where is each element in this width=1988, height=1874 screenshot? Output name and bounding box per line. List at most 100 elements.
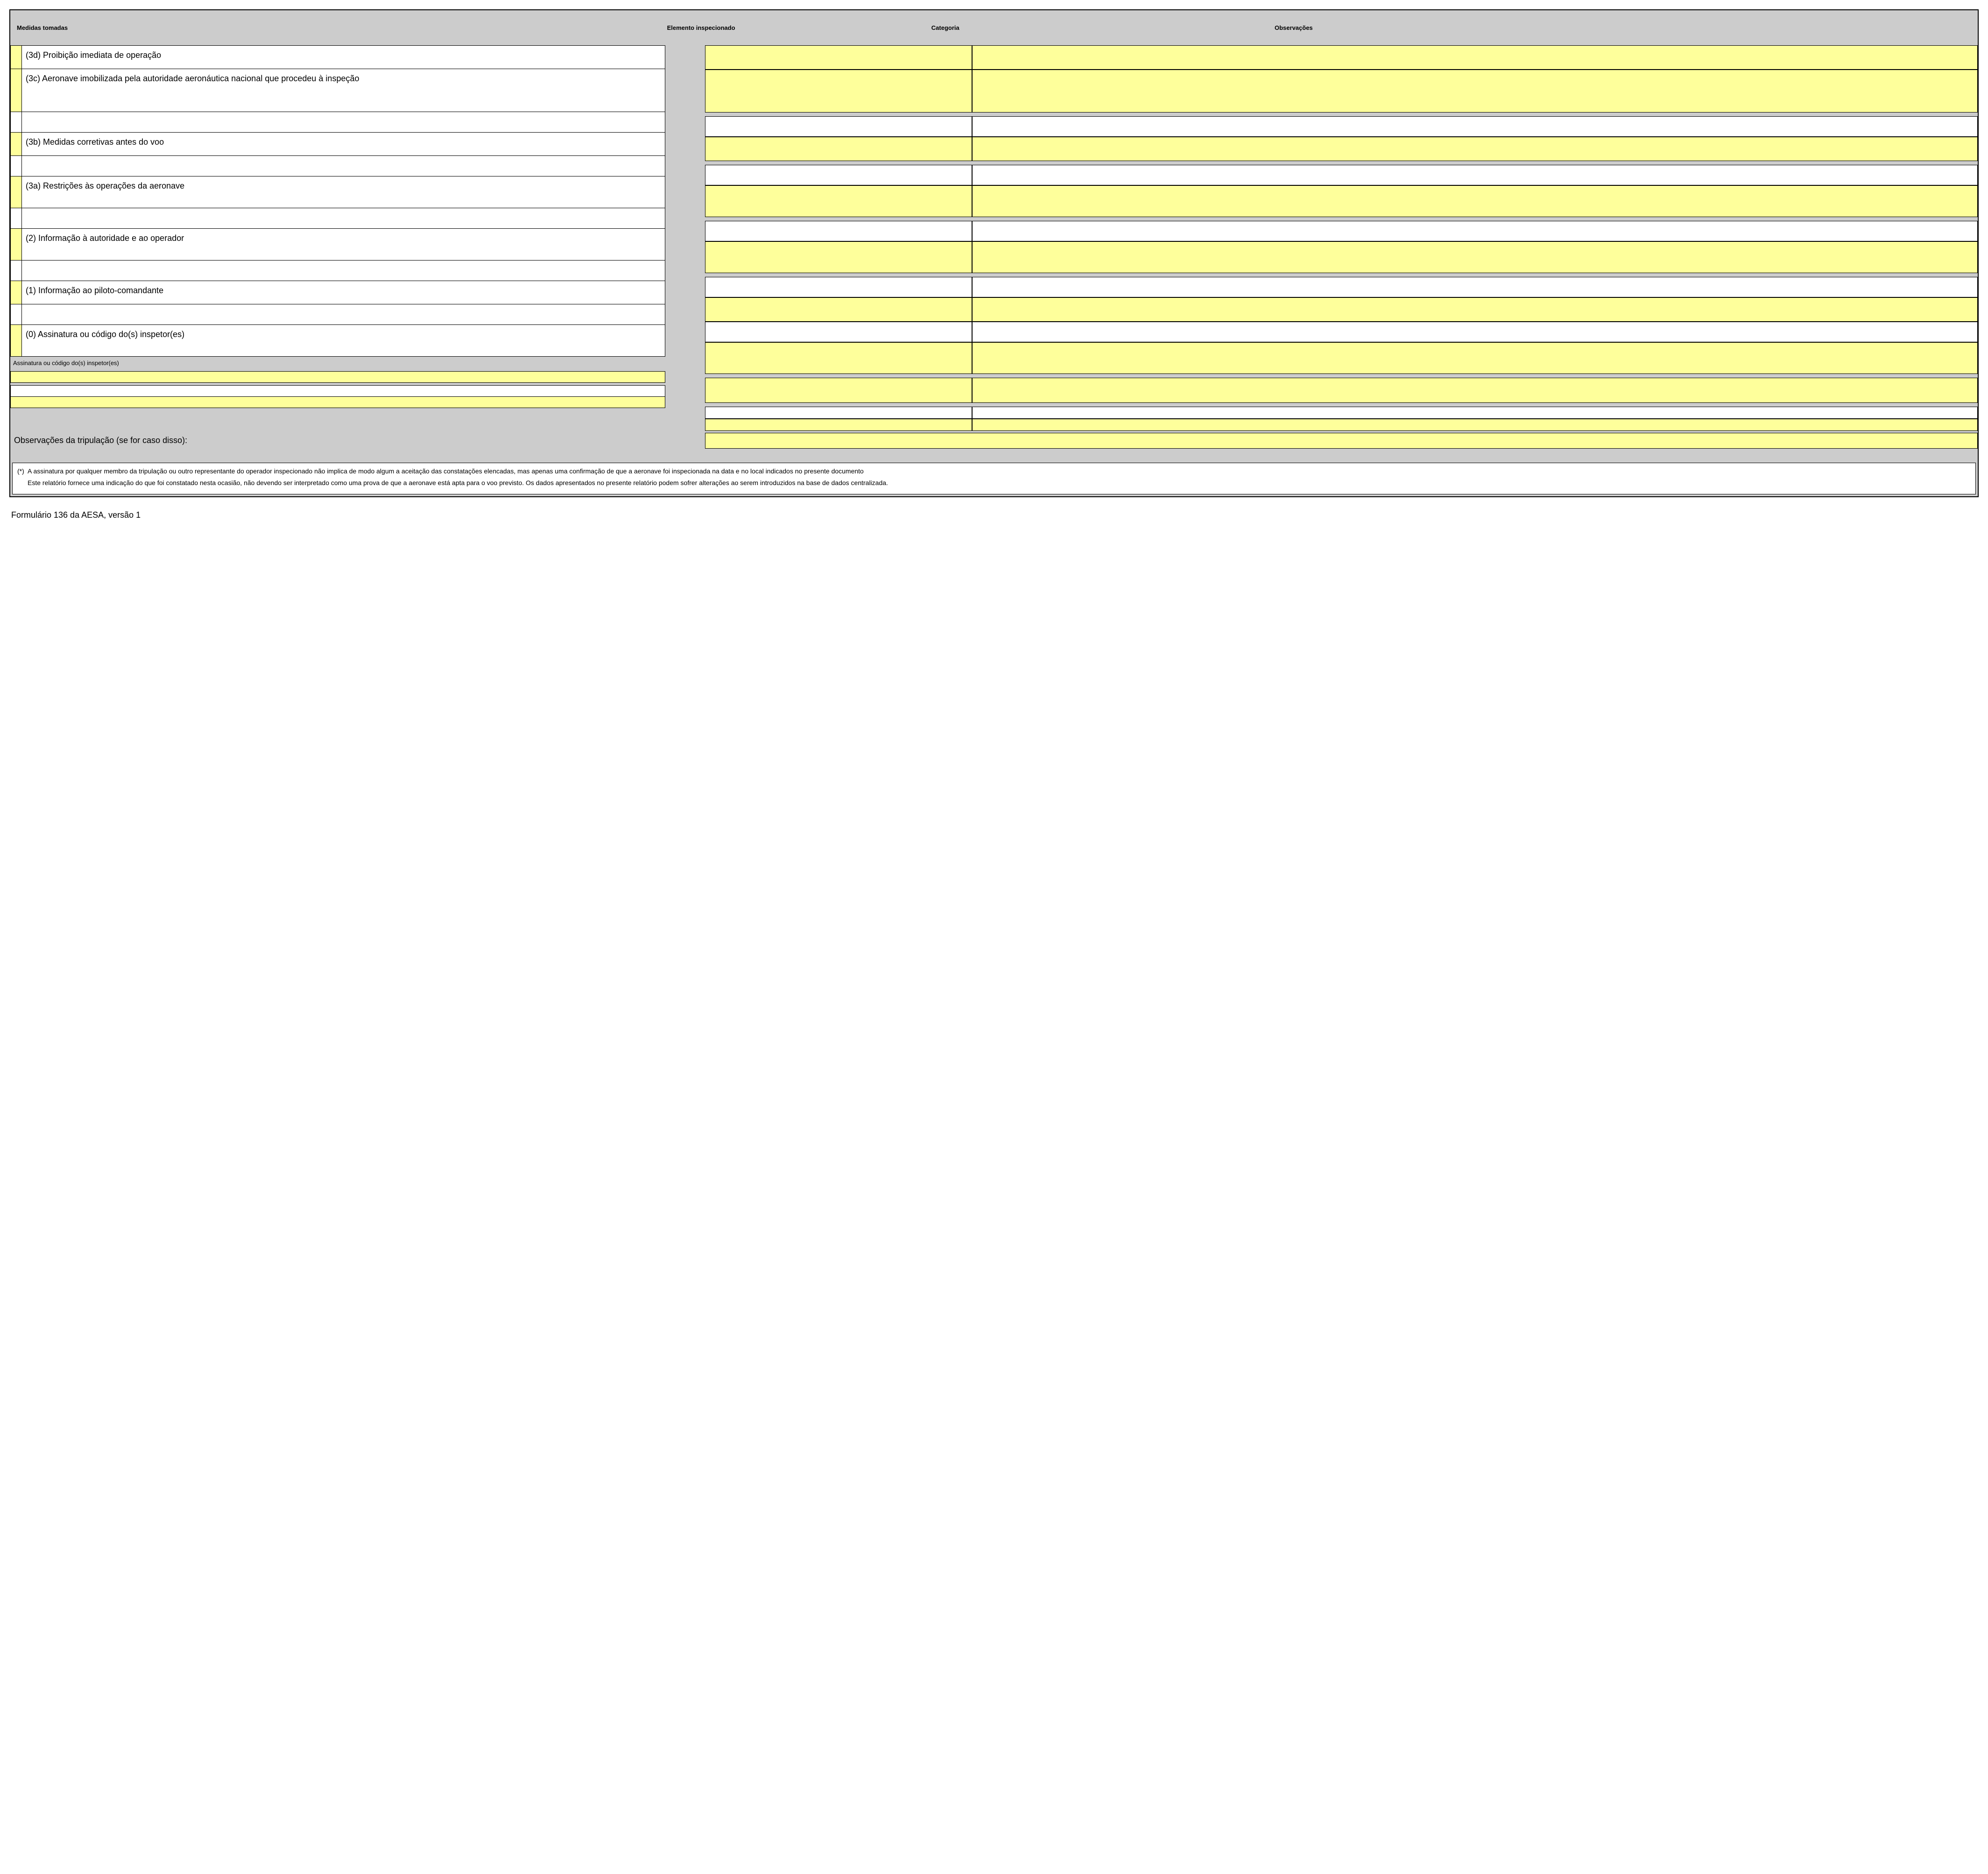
signature-slots bbox=[10, 371, 665, 408]
medidas-label: (2) Informação à autoridade e ao operado… bbox=[22, 229, 665, 261]
categoria-obs-cell[interactable] bbox=[972, 116, 1978, 137]
inspection-row bbox=[705, 185, 1978, 217]
elemento-cell[interactable] bbox=[705, 297, 973, 322]
medidas-checkbox[interactable] bbox=[11, 281, 22, 304]
inspection-row bbox=[705, 322, 1978, 342]
inspection-row bbox=[705, 241, 1978, 273]
header-categoria: Categoria bbox=[931, 24, 1186, 31]
medidas-label bbox=[22, 304, 665, 325]
elemento-cell[interactable] bbox=[705, 185, 973, 217]
signature-slot[interactable] bbox=[11, 372, 665, 383]
medidas-row: (2) Informação à autoridade e ao operado… bbox=[11, 229, 665, 261]
medidas-label bbox=[22, 261, 665, 281]
medidas-row: (3d) Proibição imediata de operação bbox=[11, 46, 665, 69]
medidas-checkbox[interactable] bbox=[11, 304, 22, 325]
medidas-row: (1) Informação ao piloto-comandante bbox=[11, 281, 665, 304]
medidas-checkbox[interactable] bbox=[11, 112, 22, 133]
categoria-obs-cell[interactable] bbox=[972, 185, 1978, 217]
elemento-cell[interactable] bbox=[705, 277, 973, 297]
inspection-row bbox=[705, 277, 1978, 297]
header-observacoes: Observações bbox=[1186, 24, 1973, 31]
row-gap bbox=[705, 217, 1978, 221]
categoria-obs-cell[interactable] bbox=[972, 322, 1978, 342]
elemento-cell[interactable] bbox=[705, 378, 973, 403]
elemento-cell[interactable] bbox=[705, 407, 973, 419]
medidas-row bbox=[11, 304, 665, 325]
elemento-cell[interactable] bbox=[705, 137, 973, 161]
row-gap bbox=[705, 403, 1978, 407]
medidas-label: (3d) Proibição imediata de operação bbox=[22, 46, 665, 69]
crew-observations-field[interactable] bbox=[705, 433, 1978, 449]
categoria-obs-cell[interactable] bbox=[972, 342, 1978, 374]
categoria-obs-cell[interactable] bbox=[972, 407, 1978, 419]
medidas-label: (0) Assinatura ou código do(s) inspetor(… bbox=[22, 325, 665, 357]
medidas-checkbox[interactable] bbox=[11, 176, 22, 208]
medidas-row: (3a) Restrições às operações da aeronave bbox=[11, 176, 665, 208]
footnote-p1: A assinatura por qualquer membro da trip… bbox=[28, 467, 1971, 476]
categoria-obs-cell[interactable] bbox=[972, 70, 1978, 113]
signature-slot[interactable] bbox=[11, 386, 665, 397]
categoria-obs-cell[interactable] bbox=[972, 137, 1978, 161]
medidas-checkbox[interactable] bbox=[11, 261, 22, 281]
footnote-block: (*) A assinatura por qualquer membro da … bbox=[12, 463, 1976, 494]
inspection-row bbox=[705, 116, 1978, 137]
inspection-row bbox=[705, 221, 1978, 241]
categoria-obs-cell[interactable] bbox=[972, 277, 1978, 297]
categoria-obs-cell[interactable] bbox=[972, 419, 1978, 431]
row-gap bbox=[705, 374, 1978, 378]
row-gap bbox=[705, 161, 1978, 165]
medidas-row bbox=[11, 208, 665, 229]
medidas-checkbox[interactable] bbox=[11, 133, 22, 156]
column-gap bbox=[665, 45, 705, 431]
elemento-cell[interactable] bbox=[705, 241, 973, 273]
categoria-obs-cell[interactable] bbox=[972, 378, 1978, 403]
inspection-row bbox=[705, 45, 1978, 70]
inspection-row bbox=[705, 165, 1978, 185]
categoria-obs-cell[interactable] bbox=[972, 241, 1978, 273]
medidas-label bbox=[22, 112, 665, 133]
inspection-row bbox=[705, 419, 1978, 431]
left-column: (3d) Proibição imediata de operação(3c) … bbox=[10, 45, 665, 431]
medidas-checkbox[interactable] bbox=[11, 325, 22, 357]
medidas-checkbox[interactable] bbox=[11, 156, 22, 176]
signature-slot[interactable] bbox=[11, 397, 665, 408]
form-container: Medidas tomadas Elemento inspecionado Ca… bbox=[9, 9, 1979, 497]
categoria-obs-cell[interactable] bbox=[972, 297, 1978, 322]
form-footer: Formulário 136 da AESA, versão 1 bbox=[9, 497, 1979, 520]
medidas-label bbox=[22, 208, 665, 229]
row-gap bbox=[705, 273, 1978, 277]
inspection-row bbox=[705, 342, 1978, 374]
medidas-checkbox[interactable] bbox=[11, 229, 22, 261]
medidas-checkbox[interactable] bbox=[11, 208, 22, 229]
medidas-table: (3d) Proibição imediata de operação(3c) … bbox=[10, 45, 665, 357]
medidas-row: (3b) Medidas corretivas antes do voo bbox=[11, 133, 665, 156]
categoria-obs-cell[interactable] bbox=[972, 165, 1978, 185]
medidas-checkbox[interactable] bbox=[11, 46, 22, 69]
medidas-row bbox=[11, 261, 665, 281]
medidas-row: (3c) Aeronave imobilizada pela autoridad… bbox=[11, 69, 665, 112]
footnote-text: A assinatura por qualquer membro da trip… bbox=[28, 467, 1971, 490]
footnote-marker: (*) bbox=[17, 467, 28, 490]
elemento-cell[interactable] bbox=[705, 419, 973, 431]
inspection-row bbox=[705, 70, 1978, 113]
categoria-obs-cell[interactable] bbox=[972, 45, 1978, 70]
medidas-checkbox[interactable] bbox=[11, 69, 22, 112]
header-row: Medidas tomadas Elemento inspecionado Ca… bbox=[10, 10, 1978, 45]
elemento-cell[interactable] bbox=[705, 342, 973, 374]
elemento-cell[interactable] bbox=[705, 322, 973, 342]
medidas-label: (3b) Medidas corretivas antes do voo bbox=[22, 133, 665, 156]
inspection-row bbox=[705, 378, 1978, 403]
right-column bbox=[705, 45, 1978, 431]
elemento-cell[interactable] bbox=[705, 70, 973, 113]
elemento-cell[interactable] bbox=[705, 221, 973, 241]
medidas-row bbox=[11, 156, 665, 176]
inspection-row bbox=[705, 137, 1978, 161]
categoria-obs-cell[interactable] bbox=[972, 221, 1978, 241]
elemento-cell[interactable] bbox=[705, 165, 973, 185]
row-gap bbox=[705, 113, 1978, 116]
medidas-label bbox=[22, 156, 665, 176]
header-elemento: Elemento inspecionado bbox=[667, 24, 931, 31]
elemento-cell[interactable] bbox=[705, 45, 973, 70]
crew-observations-label: Observações da tripulação (se for caso d… bbox=[10, 433, 705, 448]
elemento-cell[interactable] bbox=[705, 116, 973, 137]
